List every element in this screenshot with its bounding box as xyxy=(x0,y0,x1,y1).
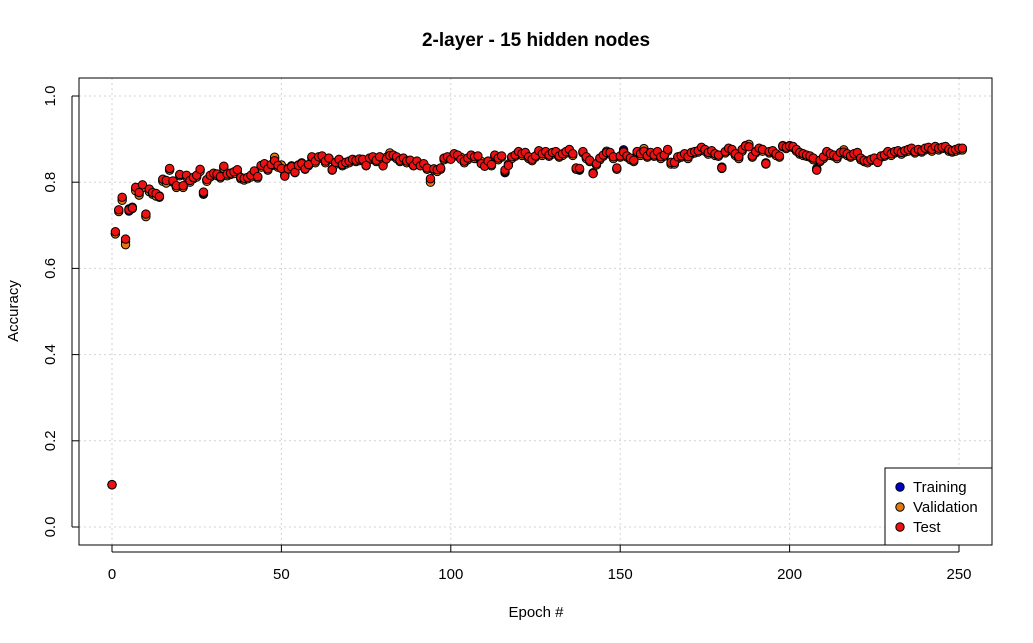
point-test xyxy=(425,174,436,184)
x-tick-label: 150 xyxy=(608,566,633,583)
point-test xyxy=(117,192,127,202)
data-points xyxy=(107,139,968,490)
point-test xyxy=(107,480,117,490)
y-tick-label: 0.4 xyxy=(42,344,59,365)
point-test xyxy=(114,205,124,215)
y-axis: 0.0 0.2 0.4 0.6 0.8 1.0 xyxy=(42,86,79,538)
legend-label-training: Training xyxy=(913,479,967,496)
y-tick-label: 0.6 xyxy=(42,258,59,279)
point-test xyxy=(629,155,639,165)
series-test xyxy=(107,141,968,490)
x-tick-label: 250 xyxy=(946,566,971,583)
point-test xyxy=(141,209,151,219)
point-test xyxy=(588,168,598,179)
point-test xyxy=(120,234,131,244)
point-test xyxy=(774,151,785,161)
x-tick-label: 50 xyxy=(273,566,290,583)
series-training xyxy=(107,140,968,490)
x-axis-label: Epoch # xyxy=(508,604,564,621)
plot-frame xyxy=(78,77,993,546)
point-test xyxy=(957,143,968,153)
legend-label-validation: Validation xyxy=(913,499,978,516)
point-test xyxy=(435,163,446,173)
series-validation xyxy=(107,139,968,490)
point-test xyxy=(219,161,229,171)
point-test xyxy=(195,164,205,174)
point-test xyxy=(574,163,585,174)
point-test xyxy=(154,191,165,202)
point-test xyxy=(496,151,507,161)
grid-lines xyxy=(79,78,992,545)
y-tick-label: 0.0 xyxy=(42,517,59,538)
legend-marker-training xyxy=(895,482,905,492)
legend-marker-test xyxy=(895,522,905,532)
point-test xyxy=(164,163,175,174)
legend: Training Validation Test xyxy=(884,467,993,546)
point-test xyxy=(612,163,622,173)
point-test xyxy=(252,171,263,182)
point-test xyxy=(812,165,822,175)
chart-title: 2-layer - 15 hidden nodes xyxy=(422,30,650,51)
y-tick-label: 0.8 xyxy=(42,172,59,193)
point-test xyxy=(198,187,209,197)
point-test xyxy=(178,180,188,191)
point-test xyxy=(232,165,243,175)
point-test xyxy=(568,149,578,159)
point-test xyxy=(110,227,121,237)
point-test xyxy=(662,144,673,155)
x-tick-label: 200 xyxy=(777,566,802,583)
y-axis-label: Accuracy xyxy=(5,280,22,342)
point-test xyxy=(473,151,483,161)
point-test xyxy=(324,153,334,163)
y-tick-label: 1.0 xyxy=(42,86,59,107)
point-test xyxy=(486,159,497,170)
point-test xyxy=(137,180,148,190)
x-tick-label: 100 xyxy=(438,566,463,583)
x-axis: 0 50 100 150 200 250 xyxy=(108,545,972,583)
point-test xyxy=(127,203,138,213)
point-test xyxy=(134,187,144,198)
legend-label-test: Test xyxy=(913,519,941,536)
point-test xyxy=(744,142,754,152)
legend-marker-validation xyxy=(895,502,905,512)
y-tick-label: 0.2 xyxy=(42,430,59,451)
x-tick-label: 0 xyxy=(108,566,116,583)
point-test xyxy=(761,158,771,169)
point-test xyxy=(717,163,727,173)
point-test xyxy=(503,160,514,171)
